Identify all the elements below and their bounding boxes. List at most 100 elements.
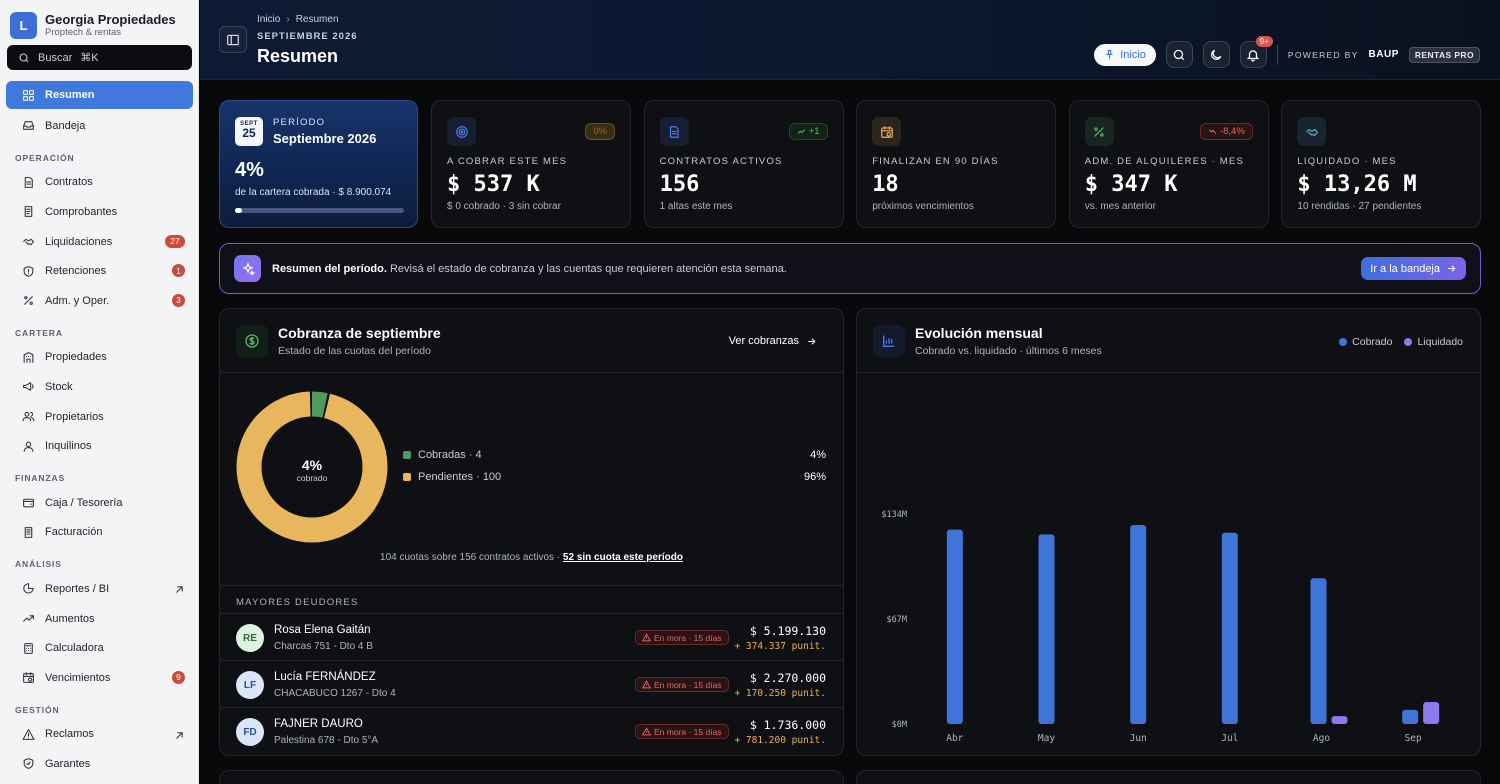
kpi-card-contratos-activos[interactable]: +1 CONTRATOS ACTIVOS 156 1 altas este mes (643, 100, 844, 228)
sidebar-item-retenciones[interactable]: Retenciones 1 (6, 256, 193, 286)
deudor-name: FAJNER DAURO (274, 718, 363, 730)
sin-cuota-link[interactable]: 52 sin cuota este período (562, 552, 683, 563)
sidebar-item-vencimientos[interactable]: Vencimientos 9 (6, 663, 193, 693)
sidebar-item-propietarios[interactable]: Propietarios (6, 402, 193, 432)
x-tick-label: Jul (1221, 733, 1238, 744)
avatar: FD (236, 718, 264, 746)
sidebar-item-propiedades[interactable]: Propiedades (6, 343, 193, 373)
document-icon (24, 176, 33, 188)
kpi-value: $ 13,26 M (1297, 172, 1417, 197)
moon-icon (1211, 49, 1222, 60)
divider (857, 372, 1480, 373)
y-tick-label: $0M (892, 720, 907, 730)
sidebar-item-bandeja[interactable]: Bandeja (6, 111, 193, 141)
kpi-card-finalizan-en-90-dias[interactable]: FINALIZAN EN 90 DÍAS 18 próximos vencimien… (856, 100, 1057, 228)
brand-name: Georgia Propiedades (45, 12, 176, 27)
search-icon (1174, 49, 1185, 60)
kpi-card-a-cobrar-este-mes[interactable]: 0% A COBRAR ESTE MES $ 537 K $ 0 cobrado · … (431, 100, 631, 228)
handshake-icon (1297, 117, 1327, 146)
kpi-value: 156 (659, 172, 700, 197)
sidebar-item-calculadora[interactable]: Calculadora (6, 633, 193, 663)
sidebar-item-inquilinos[interactable]: Inquilinos (6, 431, 193, 461)
donut-slice-cobradas[interactable] (236, 391, 388, 543)
kpi-delta-chip: -8,4% (1199, 123, 1253, 140)
plan-badge: RENTAS PRO (1408, 46, 1480, 63)
donut-legend-item: Cobradas · 4 (403, 449, 482, 461)
go-to-inbox-button[interactable]: Ir a la bandeja (1361, 257, 1466, 280)
sidebar-item-caja-tesoreria[interactable]: Caja / Tesorería (6, 488, 193, 518)
period-card[interactable]: SEPT 25 PERÍODO Septiembre 2026 4% de la… (219, 100, 418, 228)
sidebar-item-stock[interactable]: Stock (6, 372, 193, 402)
breadcrumb-inicio[interactable]: Inicio (257, 14, 281, 25)
bar-cobrado-jul[interactable] (1221, 532, 1238, 724)
ver-cobranzas-link[interactable]: Ver cobranzas (729, 335, 817, 347)
bar-cobrado-sep[interactable] (1402, 709, 1419, 724)
cobranza-panel: Cobranza de septiembre Estado de las cuo… (219, 308, 844, 756)
sidebar-item-label: Reclamos (45, 728, 94, 741)
nav-section-operacion: OPERACIÓN (15, 152, 75, 163)
bar-cobrado-abr[interactable] (946, 529, 963, 724)
search-input[interactable]: Buscar ⌘K (7, 45, 192, 70)
sidebar-item-label: Resumen (45, 89, 95, 101)
sidebar-item-adm-y-oper[interactable]: Adm. y Oper. 3 (6, 286, 193, 316)
external-icon (176, 586, 183, 593)
sidebar-item-label: Reportes / BI (45, 582, 110, 595)
user-icon (23, 441, 34, 452)
arrow-right-icon (1448, 265, 1456, 272)
inicio-pin-button[interactable]: Inicio (1094, 43, 1156, 66)
donut-slice-pendientes[interactable] (236, 391, 388, 543)
count-badge: 1 (172, 264, 185, 278)
sidebar-item-contratos[interactable]: Contratos (6, 168, 193, 198)
deudor-row[interactable]: FD FAJNER DAURO Palestina 678 - Dto 5°A … (220, 707, 843, 754)
legend-dot (1404, 338, 1413, 346)
sidebar-item-reportes-bi[interactable]: Reportes / BI (6, 574, 193, 604)
sidebar-item-resumen[interactable]: Resumen (6, 81, 193, 109)
legend-swatch (403, 451, 411, 459)
chart-legend: Cobrado Liquidado (1339, 336, 1463, 348)
kpi-label: A COBRAR ESTE MES (447, 156, 568, 167)
search-button[interactable] (1165, 41, 1193, 68)
inbox-icon (23, 121, 34, 131)
notifications-button[interactable]: 9+ (1239, 36, 1273, 68)
theme-toggle-button[interactable] (1202, 41, 1230, 68)
sidebar-item-label: Adm. y Oper. (45, 294, 110, 307)
bar-cobrado-ago[interactable] (1310, 578, 1327, 724)
bar-cobrado-jun[interactable] (1130, 524, 1147, 724)
brand[interactable]: L Georgia Propiedades Proptech & rentas (0, 0, 198, 40)
sidebar-toggle-button[interactable] (219, 26, 247, 53)
sidebar-item-reclamos[interactable]: Reclamos (6, 720, 193, 750)
lower-panel-right (856, 770, 1481, 784)
deudor-row[interactable]: LF Lucía FERNÁNDEZ CHACABUCO 1267 - Dto … (220, 660, 843, 707)
sidebar-item-liquidaciones[interactable]: Liquidaciones 27 (6, 227, 193, 257)
sidebar-item-garantes[interactable]: Garantes (6, 749, 193, 779)
evolucion-bar-chart: $0M $67M $134M Abr May Jun Jul Ago Sep (881, 510, 1440, 744)
cobranza-footnote: 104 cuotas sobre 156 contratos activos ·… (220, 552, 843, 563)
sidebar-item-label: Facturación (45, 526, 103, 539)
bar-liquidado-sep[interactable] (1423, 702, 1440, 724)
sidebar-nav: Resumen Bandeja OPERACIÓN Contratos Comproba… (0, 81, 198, 779)
kpi-value: $ 347 K (1084, 172, 1178, 197)
sidebar-item-aumentos[interactable]: Aumentos (6, 604, 193, 634)
legend-item-cobrado: Cobrado (1339, 336, 1392, 348)
notifications-badge: 9+ (1255, 36, 1273, 47)
sidebar-item-comprobantes[interactable]: Comprobantes (6, 197, 193, 227)
deudor-row[interactable]: RE Rosa Elena Gaitán Charcas 751 - Dto 4… (220, 613, 843, 660)
kpi-subtext: 1 altas este mes (659, 201, 733, 212)
page-header: Inicio › Resumen SEPTIEMBRE 2026 Resumen… (200, 0, 1500, 80)
donut-legend-item: Pendientes · 100 (403, 471, 501, 483)
sidebar-item-facturacion[interactable]: Facturación (6, 518, 193, 548)
legend-dot (1339, 338, 1348, 346)
bar-liquidado-ago[interactable] (1331, 716, 1348, 724)
calendar-clock-icon (23, 672, 34, 684)
percent-icon (1084, 117, 1114, 146)
brand-logo: L (10, 12, 37, 39)
kpi-card-adm-de-alquileres-mes[interactable]: -8,4% ADM. DE ALQUILERES · MES $ 347 K vs. … (1068, 100, 1269, 228)
cobranza-donut-chart (236, 391, 388, 543)
kpi-card-liquidado-mes[interactable]: LIQUIDADO · MES $ 13,26 M 10 rendidas · 27… (1281, 100, 1482, 228)
bar-cobrado-may[interactable] (1038, 534, 1055, 724)
sparkles-icon (234, 255, 261, 282)
kpi-label: ADM. DE ALQUILERES · MES (1084, 156, 1244, 167)
deudor-amount: $ 1.736.000 (749, 718, 826, 732)
powered-by-brand: BAUP (1368, 49, 1399, 60)
donut-center: 4% cobrado (236, 457, 388, 483)
